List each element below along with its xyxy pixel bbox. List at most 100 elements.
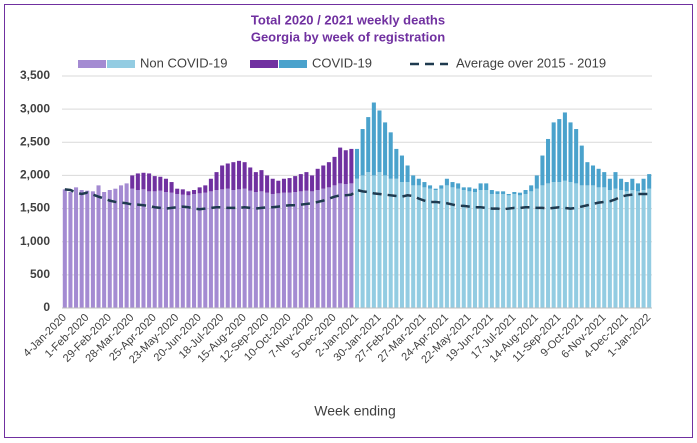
bar-segment — [236, 189, 242, 308]
legend-label: COVID-19 — [312, 55, 372, 70]
bar-segment — [624, 191, 629, 308]
bar-segment — [163, 192, 168, 308]
bar-segment — [220, 189, 225, 308]
bar-segment — [180, 194, 185, 308]
bar-segment — [287, 178, 292, 193]
bar-segment — [287, 192, 292, 308]
bar-segment — [472, 188, 478, 192]
bar-segment — [551, 182, 556, 308]
bar-segment — [242, 188, 247, 308]
bar-segment — [141, 172, 146, 190]
bar-segment — [349, 148, 354, 184]
bar-segment — [276, 193, 281, 308]
bar-segment — [602, 187, 607, 308]
bar-segment — [175, 193, 180, 308]
bar-segment — [298, 174, 303, 192]
bar-segment — [517, 192, 522, 196]
bar-segment — [192, 193, 197, 308]
legend-swatch — [107, 60, 135, 68]
bar-segment — [135, 173, 140, 191]
bar-segment — [585, 162, 590, 186]
bar-segment — [332, 156, 337, 186]
bar-segment — [383, 175, 388, 308]
legend-label: Average over 2015 - 2019 — [456, 55, 606, 70]
bar-segment — [579, 145, 584, 186]
bar-segment — [326, 162, 331, 188]
bar-segment — [439, 188, 444, 308]
bar-segment — [422, 182, 427, 188]
bar-segment — [461, 187, 466, 191]
bar-segment — [62, 189, 67, 308]
bar-segment — [248, 190, 253, 308]
bar-segment — [416, 185, 421, 308]
bar-segment — [388, 178, 393, 308]
bar-segment — [293, 176, 298, 192]
bar-segment — [585, 185, 590, 308]
bar-segment — [523, 193, 528, 308]
bar-segment — [242, 162, 247, 189]
bar-segment — [321, 165, 326, 189]
chart-subtitle: Georgia by week of registration — [251, 29, 445, 44]
bar-segment — [635, 183, 640, 192]
bar-segment — [169, 192, 174, 308]
bar-segment — [186, 195, 191, 308]
bar-segment — [152, 176, 157, 192]
bar-segment — [647, 174, 652, 189]
bar-segment — [326, 187, 331, 308]
bar-segment — [596, 187, 601, 308]
bar-segment — [399, 155, 404, 183]
bar-segment — [118, 185, 124, 308]
bar-segment — [394, 178, 399, 308]
bar-segment — [388, 132, 393, 179]
bar-segment — [208, 191, 213, 308]
bar-segment — [253, 192, 258, 308]
bar-segment — [225, 163, 230, 189]
bar-segment — [501, 193, 506, 308]
bar-segment — [416, 178, 421, 186]
bar-segment — [579, 185, 584, 308]
bar-segment — [624, 182, 629, 192]
average-line — [64, 188, 650, 211]
bar-segment — [557, 182, 562, 308]
bar-segment — [281, 178, 286, 193]
bar-segment — [186, 191, 191, 196]
bar-segment — [107, 190, 112, 308]
bar-segment — [450, 182, 455, 188]
bar-segment — [124, 183, 129, 308]
bar-segment — [304, 172, 309, 191]
bar-segment — [495, 193, 500, 308]
bar-segment — [512, 192, 517, 194]
bar-segment — [534, 188, 539, 308]
bar-segment — [472, 192, 478, 308]
bar-segment — [163, 178, 168, 192]
bar-segment — [383, 122, 388, 176]
bar-segment — [428, 185, 433, 189]
bar-segment — [158, 190, 163, 308]
bar-segment — [495, 191, 500, 194]
bar-segment — [596, 168, 601, 188]
y-tick-label: 2,000 — [20, 168, 50, 182]
bar-segment — [315, 168, 320, 191]
bar-segment — [360, 129, 365, 176]
bar-segment — [354, 148, 360, 179]
bar-segment — [276, 180, 281, 194]
bar-segment — [310, 191, 315, 308]
bar-segment — [102, 192, 107, 308]
bar-segment — [360, 175, 365, 308]
bar-segment — [456, 188, 461, 308]
bar-segment — [399, 182, 404, 308]
bar-segment — [433, 188, 438, 191]
bar-segment — [253, 172, 258, 192]
bar-segment — [405, 182, 410, 308]
bar-segment — [546, 138, 551, 184]
bar-segment — [220, 165, 225, 190]
bar-segment — [602, 172, 607, 188]
bar-segment — [405, 165, 410, 183]
bar-segment — [371, 102, 376, 176]
bar-segment — [377, 110, 382, 173]
bar-segment — [90, 191, 95, 308]
bar-segment — [377, 172, 382, 308]
bar-segment — [568, 122, 573, 183]
bar-segment — [259, 191, 264, 308]
bar-segment — [366, 117, 371, 173]
